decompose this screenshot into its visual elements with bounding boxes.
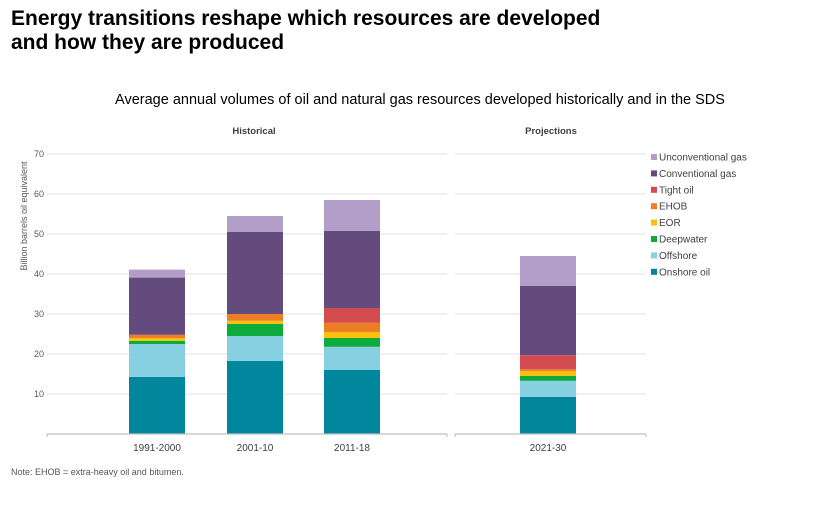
page-title: Energy transitions reshape which resourc… [11, 7, 711, 55]
bar-segment-eor [520, 371, 576, 376]
bar-stack-2021-30 [520, 256, 576, 434]
legend-swatch [651, 186, 657, 193]
page-title-line2: and how they are produced [11, 31, 285, 54]
legend-item: EHOB [651, 202, 688, 213]
bar-segment-ehob [227, 314, 283, 321]
bar-stack-2011-18 [324, 200, 380, 434]
bar-segment-deepwater [520, 376, 576, 381]
legend-item: Conventional gas [651, 169, 736, 180]
chart-title: Average annual volumes of oil and natura… [115, 92, 725, 108]
x-axis-ticks: 1991-2000 2001-10 2011-18 2021-30 [133, 443, 567, 454]
bar-segment-unconventional-gas [324, 200, 380, 231]
legend-label: Conventional gas [659, 169, 736, 180]
bar-segment-offshore [129, 344, 185, 377]
bar-segment-eor [129, 338, 185, 341]
bar-segment-ehob [520, 369, 576, 372]
legend-label: EHOB [659, 202, 688, 213]
legend-label: Deepwater [659, 235, 708, 246]
legend: Unconventional gas Conventional gas Tight … [651, 153, 747, 278]
legend-item: Tight oil [651, 185, 694, 196]
legend-item: Unconventional gas [651, 153, 747, 164]
y-tick-label: 30 [34, 309, 44, 319]
bar-segment-deepwater [129, 340, 185, 344]
legend-label: Onshore oil [659, 267, 710, 278]
panel-label-historical: Historical [232, 126, 275, 137]
panel-label-projections: Projections [525, 126, 577, 137]
y-axis-ticks: 10 20 30 40 50 60 70 [34, 149, 44, 399]
bar-segment-onshore-oil [227, 360, 283, 434]
footnote: Note: EHOB = extra-heavy oil and bitumen… [11, 467, 184, 477]
legend-swatch [651, 154, 657, 160]
bar-segment-conventional-gas [227, 232, 283, 314]
bar-segment-offshore [227, 336, 283, 361]
legend-item: Onshore oil [651, 267, 710, 278]
legend-swatch [651, 170, 657, 177]
bar-segment-onshore-oil [520, 396, 576, 434]
x-tick-label: 1991-2000 [133, 443, 181, 454]
bar-segment-onshore-oil [324, 370, 380, 434]
bar-segment-conventional-gas [520, 286, 576, 356]
y-tick-label: 50 [34, 229, 44, 239]
bar-segment-eor [227, 320, 283, 324]
bar-segment-deepwater [324, 338, 380, 347]
y-tick-label: 20 [34, 349, 44, 359]
legend-item: Deepwater [651, 235, 708, 246]
y-tick-label: 40 [34, 269, 44, 279]
legend-swatch [651, 203, 657, 210]
bar-segment-ehob [129, 334, 185, 338]
bar-segment-unconventional-gas [520, 256, 576, 286]
x-axes [46, 433, 647, 437]
bar-segment-tight-oil [324, 308, 380, 323]
legend-swatch [651, 219, 657, 226]
legend-label: Unconventional gas [659, 153, 747, 164]
bar-segment-offshore [520, 380, 576, 397]
x-tick-label: 2001-10 [237, 443, 274, 454]
legend-swatch [651, 252, 657, 259]
bar-segment-conventional-gas [324, 230, 380, 308]
y-tick-label: 10 [34, 389, 44, 399]
legend-label: EOR [659, 218, 681, 229]
bar-segment-onshore-oil [129, 376, 185, 434]
bar-segment-ehob [324, 322, 380, 332]
bar-segment-conventional-gas [129, 277, 185, 335]
y-axis-label: Billion barrels oil equivalent [19, 161, 29, 271]
legend-label: Offshore [659, 251, 698, 262]
bar-segment-unconventional-gas [129, 269, 185, 278]
x-tick-label: 2011-18 [334, 443, 370, 454]
bar-segment-eor [324, 332, 380, 338]
page-title-line1: Energy transitions reshape which resourc… [11, 7, 601, 30]
bar-segment-deepwater [227, 324, 283, 336]
bars [129, 200, 576, 434]
bar-stack-1991-2000 [129, 269, 185, 434]
legend-swatch [651, 268, 657, 275]
bar-segment-unconventional-gas [227, 216, 283, 232]
legend-swatch [651, 236, 657, 242]
legend-label: Tight oil [659, 185, 694, 196]
y-tick-label: 60 [34, 189, 44, 199]
legend-item: EOR [651, 218, 681, 229]
legend-item: Offshore [651, 251, 698, 262]
y-tick-label: 70 [34, 149, 44, 159]
x-tick-label: 2021-30 [530, 443, 567, 454]
bar-segment-tight-oil [520, 355, 576, 370]
bar-segment-offshore [324, 346, 380, 370]
bar-stack-2001-10 [227, 216, 283, 434]
